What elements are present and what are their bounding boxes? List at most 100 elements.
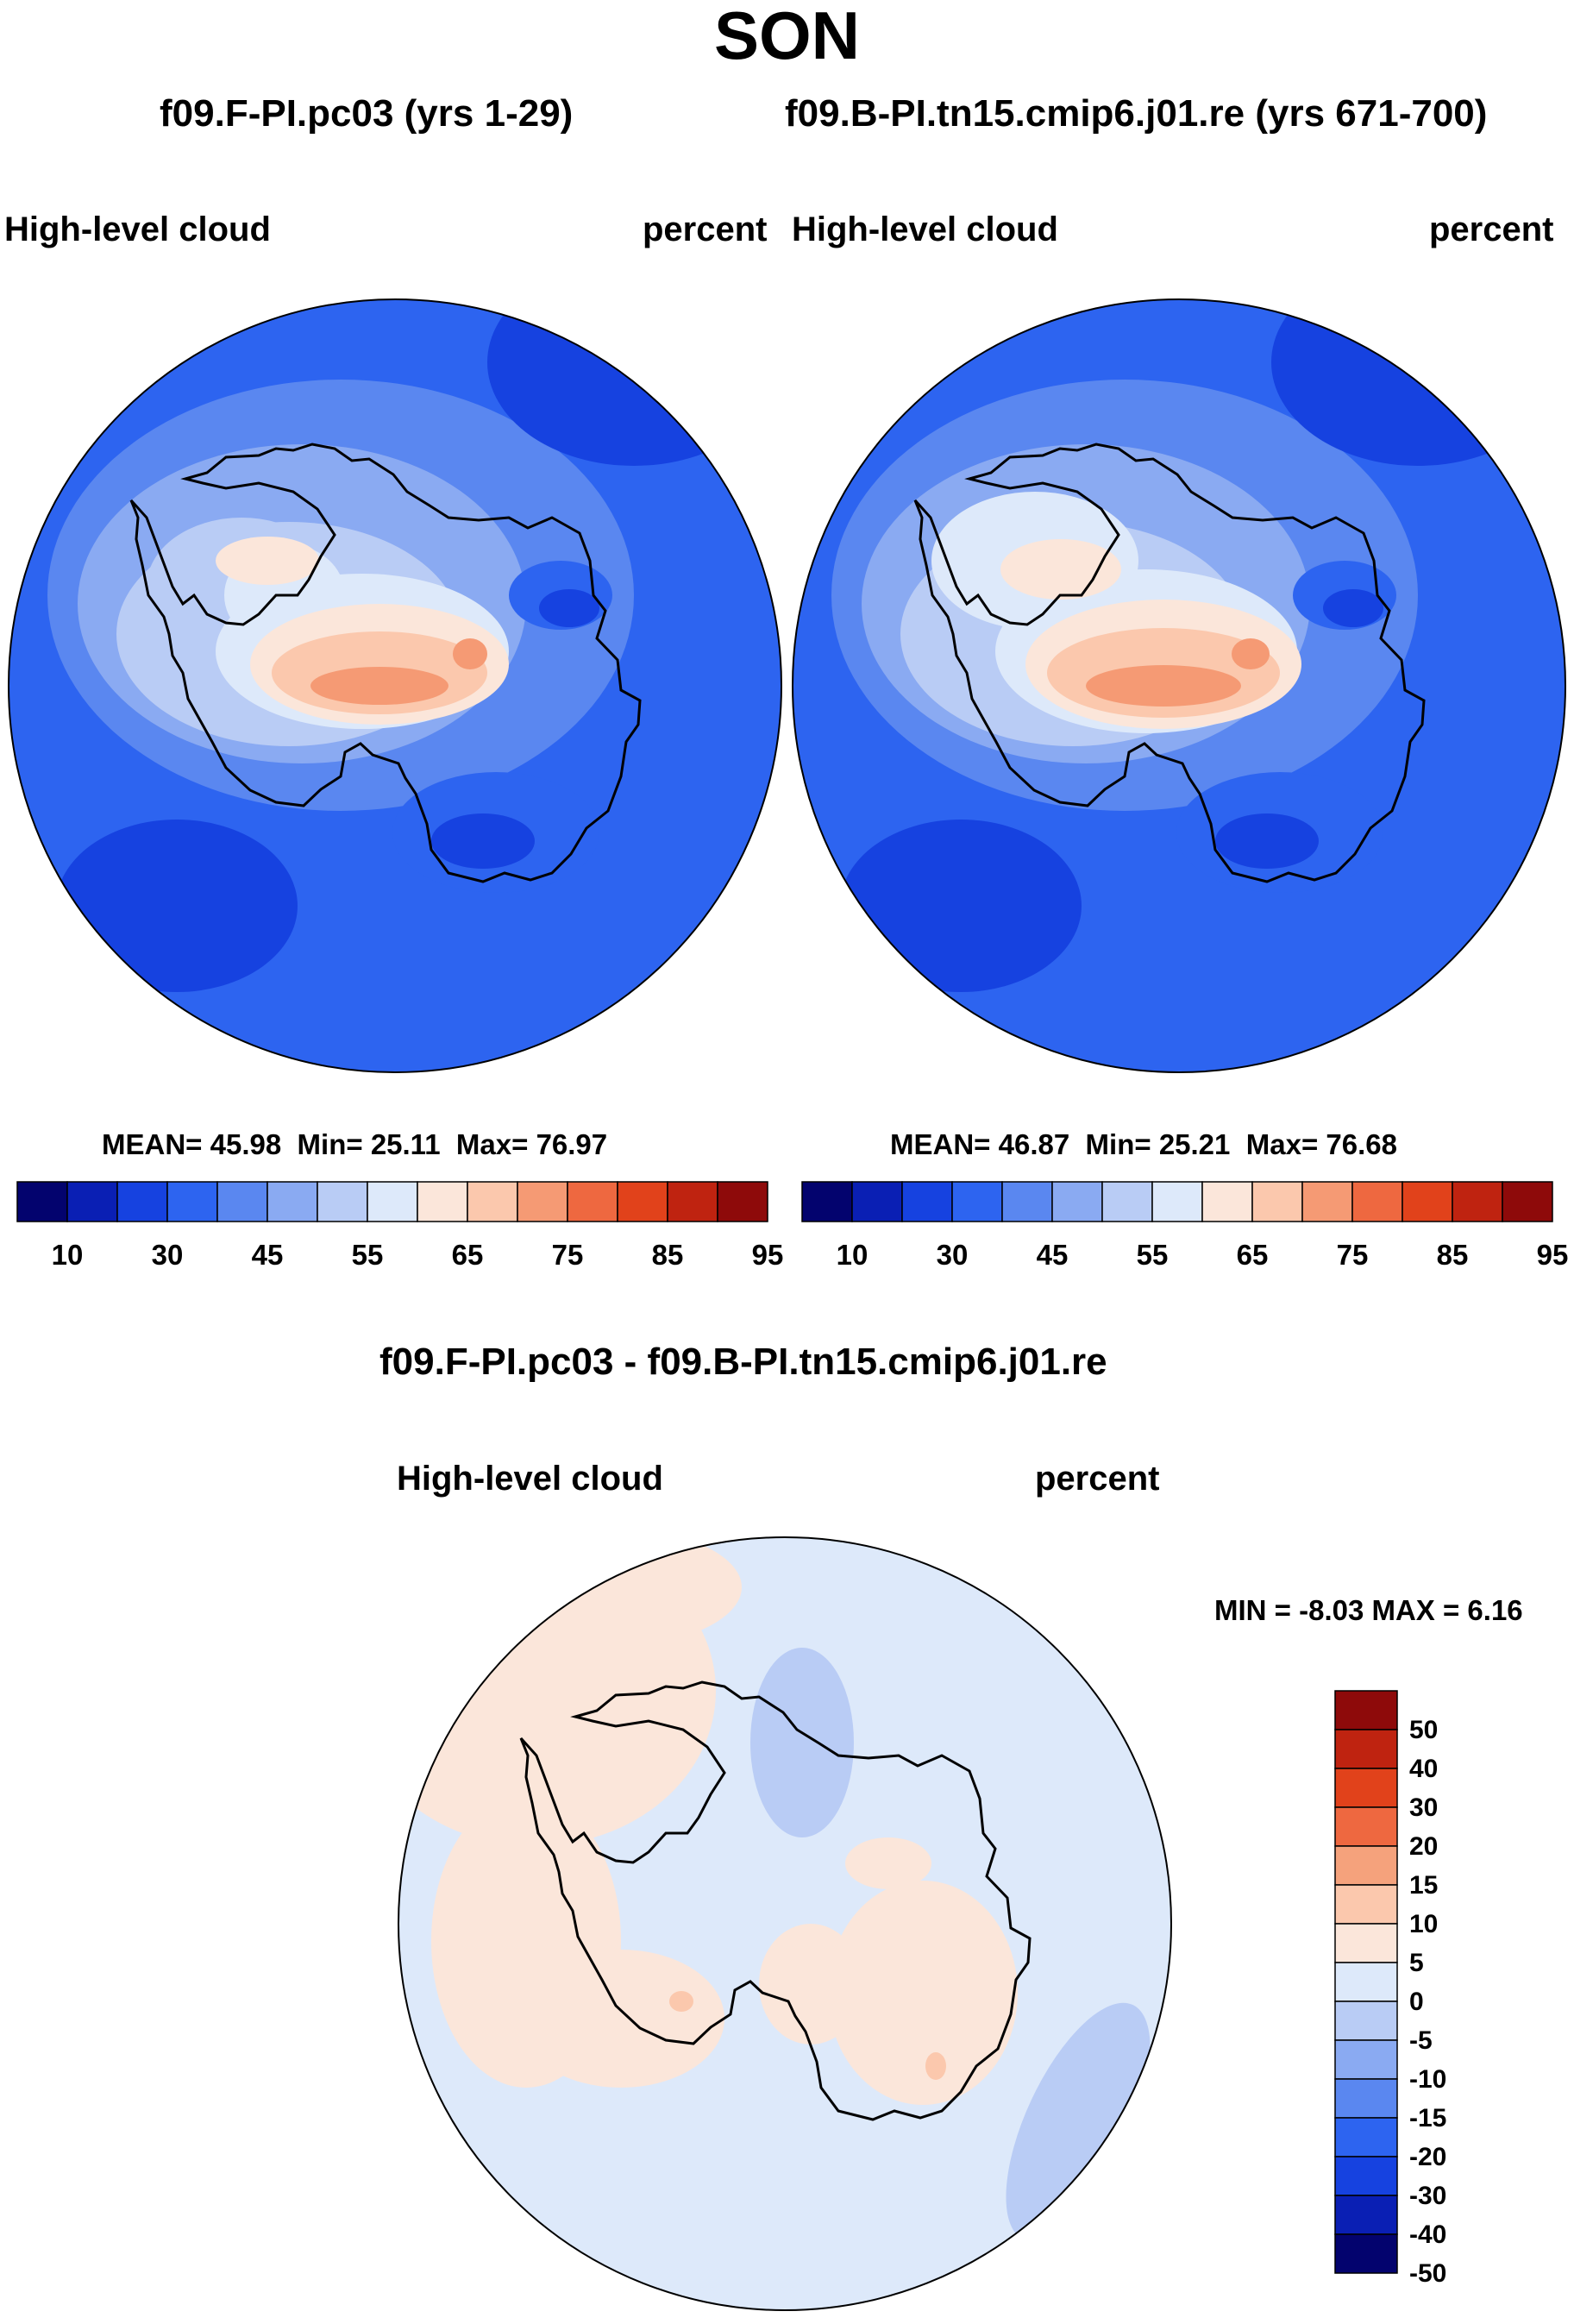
diff-colorbar-tick-label: 15: [1409, 1871, 1438, 1900]
panel-2-colorbar-tick-label: 30: [937, 1239, 969, 1271]
panel-2-colorbar-tick-label: 45: [1037, 1239, 1069, 1271]
diff-title: f09.F-PI.pc03 - f09.B-PI.tn15.cmip6.j01.…: [379, 1341, 1107, 1383]
panel-1-colorbar-color-box: [517, 1181, 568, 1222]
panel-2-colorbar-color-box: [1502, 1181, 1553, 1222]
panel-1-colorbar-color-box: [66, 1181, 118, 1222]
panel-1-colorbar-color-box: [116, 1181, 168, 1222]
diff-colorbar-color-box: [1334, 2001, 1398, 2041]
panel-1-colorbar-color-box: [267, 1181, 318, 1222]
panel-1-stats: MEAN= 45.98 Min= 25.11 Max= 76.97: [102, 1130, 607, 1159]
diff-colorbar-tick-label: -40: [1409, 2220, 1446, 2249]
panel-2-colorbar-color-box: [1351, 1181, 1403, 1222]
panel-2-colorbar-tick-label: 85: [1437, 1239, 1469, 1271]
panel-2-colorbar-color-box: [1151, 1181, 1203, 1222]
diff-colorbar-tick-label: -20: [1409, 2143, 1446, 2171]
panel-2-colorbar-tick-label: 55: [1137, 1239, 1169, 1271]
diff-colorbar-color-box: [1334, 1690, 1398, 1730]
diff-colorbar-tick-label: 10: [1409, 1910, 1438, 1938]
diff-map: [398, 1536, 1172, 2311]
panel-1-colorbar-color-box: [417, 1181, 468, 1222]
panel-1-map: [8, 298, 782, 1073]
diff-colorbar-color-box: [1334, 1729, 1398, 1769]
panel-2-colorbar-color-box: [1452, 1181, 1503, 1222]
diff-colorbar-color-box: [1334, 2195, 1398, 2235]
diff-colorbar-tick-label: 30: [1409, 1793, 1438, 1822]
panel-2-mean-label: MEAN=: [890, 1128, 991, 1160]
panel-2-map: [792, 298, 1566, 1073]
diff-colorbar-tick-label: -30: [1409, 2182, 1446, 2210]
panel-2-colorbar-color-box: [851, 1181, 903, 1222]
diff-colorbar-color-box: [1334, 2117, 1398, 2158]
panel-2-colorbar-tick-label: 65: [1237, 1239, 1269, 1271]
panel-2-max-label: Max=: [1245, 1128, 1319, 1160]
panel-2-min-label: Min=: [1085, 1128, 1151, 1160]
panel-2-min-value: 25.21: [1158, 1128, 1231, 1160]
diff-colorbar-color-box: [1334, 1806, 1398, 1847]
panel-2-max-value: 76.68: [1326, 1128, 1397, 1160]
panel-1-colorbar-tick-label: 75: [552, 1239, 584, 1271]
panel-2-mean-value: 46.87: [998, 1128, 1070, 1160]
panel-2-colorbar-tick-label: 10: [837, 1239, 869, 1271]
panel-2-colorbar: 10 30 45 55 65 75 85 95: [801, 1181, 1569, 1271]
panel-2-colorbar-color-box: [801, 1181, 853, 1222]
panel-1-colorbar-tick-label: 30: [152, 1239, 184, 1271]
panel-1-colorbar: 10 30 45 55 65 75 85 95: [16, 1181, 784, 1271]
panel-2-colorbar-color-box: [1001, 1181, 1053, 1222]
panel-1-colorbar-color-box: [667, 1181, 718, 1222]
panel-2-colorbar-tick-label: 75: [1337, 1239, 1369, 1271]
panel-2-colorbar-color-box: [1101, 1181, 1153, 1222]
panel-2-colorbar-color-box: [1201, 1181, 1253, 1222]
panel-1-colorbar-color-box: [567, 1181, 618, 1222]
diff-colorbar-tick-label: -15: [1409, 2104, 1446, 2132]
diff-colorbar-tick-label: -10: [1409, 2065, 1446, 2094]
panel-1-colorbar-tick-label: 85: [652, 1239, 684, 1271]
panel-1-colorbar-color-box: [617, 1181, 668, 1222]
diff-colorbar-color-box: [1334, 2233, 1398, 2274]
panel-2-colorbar-tick-label: 95: [1537, 1239, 1569, 1271]
panel-2-colorbar-color-box: [1251, 1181, 1303, 1222]
panel-1-colorbar-color-box: [717, 1181, 768, 1222]
diff-colorbar-tick-label: 0: [1409, 1988, 1424, 2016]
panel-1-colorbar-color-box: [317, 1181, 368, 1222]
diff-colorbar-color-box: [1334, 2039, 1398, 2080]
panel-1-min-value: 25.11: [370, 1128, 441, 1160]
diff-colorbar-tick-label: -5: [1409, 2026, 1433, 2055]
diff-variable-label: High-level cloud: [397, 1460, 663, 1498]
diff-colorbar-tick-label: 50: [1409, 1716, 1438, 1744]
panel-2-colorbar-color-box: [1402, 1181, 1453, 1222]
diff-stats: MIN = -8.03 MAX = 6.16: [1214, 1594, 1523, 1626]
panel-2-case-title: f09.B-PI.tn15.cmip6.j01.re (yrs 671-700): [785, 92, 1488, 135]
panel-2-colorbar-color-box: [1301, 1181, 1353, 1222]
season-title: SON: [713, 0, 861, 73]
panel-2-colorbar-color-box: [901, 1181, 953, 1222]
panel-1-units-label: percent: [643, 210, 768, 248]
diff-colorbar-color-box: [1334, 1923, 1398, 1963]
diff-colorbar-color-box: [1334, 2078, 1398, 2119]
diff-colorbar-color-box: [1334, 1845, 1398, 1886]
diff-colorbar-color-box: [1334, 1962, 1398, 2002]
panel-2-colorbar-color-box: [1051, 1181, 1103, 1222]
panel-1-colorbar-tick-label: 95: [752, 1239, 784, 1271]
diff-units-label: percent: [1035, 1460, 1160, 1498]
panel-1-max-label: Max=: [455, 1128, 529, 1160]
panel-1-variable-label: High-level cloud: [4, 210, 271, 248]
panel-1-colorbar-tick-label: 45: [252, 1239, 284, 1271]
panel-2-units-label: percent: [1429, 210, 1554, 248]
diff-colorbar-color-box: [1334, 2156, 1398, 2196]
panel-1-max-value: 76.97: [536, 1128, 608, 1160]
panel-2-colorbar-color-box: [951, 1181, 1003, 1222]
panel-1-colorbar-tick-label: 10: [52, 1239, 84, 1271]
panel-1-case-title: f09.F-PI.pc03 (yrs 1-29): [160, 92, 574, 135]
diff-colorbar-tick-label: -50: [1409, 2259, 1446, 2288]
diff-colorbar-tick-label: 5: [1409, 1949, 1424, 1977]
diff-colorbar-color-box: [1334, 1884, 1398, 1925]
panel-1-colorbar-tick-label: 65: [452, 1239, 484, 1271]
diff-colorbar-color-box: [1334, 1768, 1398, 1808]
panel-1-colorbar-color-box: [367, 1181, 418, 1222]
panel-1-colorbar-color-box: [216, 1181, 268, 1222]
panel-1-colorbar-tick-label: 55: [352, 1239, 384, 1271]
panel-1-colorbar-color-box: [16, 1181, 68, 1222]
panel-2-stats: MEAN= 46.87 Min= 25.21 Max= 76.68: [890, 1130, 1397, 1159]
